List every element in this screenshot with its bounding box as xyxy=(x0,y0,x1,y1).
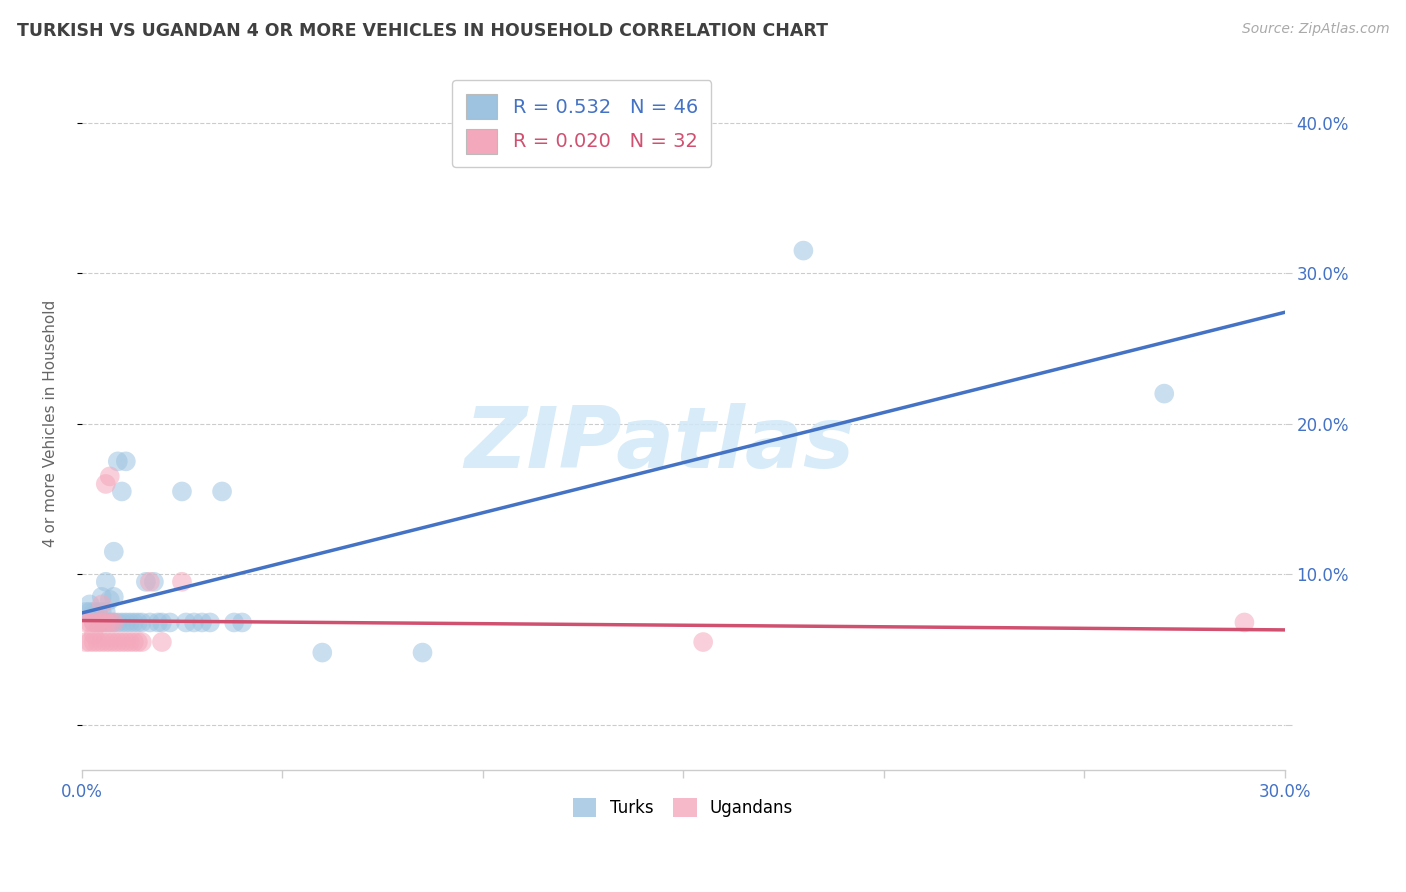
Point xyxy=(79,635,101,649)
Point xyxy=(198,615,221,630)
Point xyxy=(231,615,253,630)
Point xyxy=(211,484,233,499)
Point xyxy=(98,592,121,607)
Point xyxy=(103,615,125,630)
Point xyxy=(79,598,101,612)
Point xyxy=(90,590,112,604)
Point xyxy=(83,635,105,649)
Point xyxy=(94,574,117,589)
Point xyxy=(87,615,110,630)
Point xyxy=(183,615,205,630)
Point xyxy=(90,635,112,649)
Point xyxy=(83,605,105,619)
Point xyxy=(139,574,162,589)
Point xyxy=(94,477,117,491)
Legend: Turks, Ugandans: Turks, Ugandans xyxy=(567,791,800,824)
Point xyxy=(107,635,129,649)
Point xyxy=(75,635,97,649)
Point xyxy=(111,635,134,649)
Text: ZIPatlas: ZIPatlas xyxy=(464,403,855,486)
Point xyxy=(107,615,129,630)
Point xyxy=(98,635,121,649)
Point xyxy=(98,615,121,630)
Point xyxy=(111,615,134,630)
Point xyxy=(150,635,173,649)
Point xyxy=(90,605,112,619)
Point xyxy=(118,615,141,630)
Point xyxy=(114,615,136,630)
Point xyxy=(127,615,149,630)
Point xyxy=(174,615,197,630)
Point xyxy=(83,615,105,630)
Point xyxy=(135,574,157,589)
Point xyxy=(83,627,105,641)
Point xyxy=(98,469,121,483)
Point xyxy=(90,615,112,630)
Point xyxy=(222,615,245,630)
Point xyxy=(114,635,136,649)
Point xyxy=(142,574,165,589)
Point xyxy=(87,615,110,630)
Point xyxy=(150,615,173,630)
Point xyxy=(131,635,153,649)
Point xyxy=(122,615,145,630)
Point xyxy=(75,605,97,619)
Point xyxy=(170,574,193,589)
Text: TURKISH VS UGANDAN 4 OR MORE VEHICLES IN HOUSEHOLD CORRELATION CHART: TURKISH VS UGANDAN 4 OR MORE VEHICLES IN… xyxy=(17,22,828,40)
Text: Source: ZipAtlas.com: Source: ZipAtlas.com xyxy=(1241,22,1389,37)
Point xyxy=(191,615,214,630)
Point xyxy=(98,615,121,630)
Point xyxy=(103,635,125,649)
Point xyxy=(118,635,141,649)
Point xyxy=(114,454,136,468)
Point xyxy=(1153,386,1175,401)
Point xyxy=(87,605,110,619)
Point xyxy=(87,635,110,649)
Point xyxy=(122,635,145,649)
Point xyxy=(127,635,149,649)
Point xyxy=(311,646,333,660)
Point xyxy=(94,605,117,619)
Point xyxy=(103,590,125,604)
Point xyxy=(103,615,125,630)
Point xyxy=(1233,615,1256,630)
Point xyxy=(75,615,97,630)
Point xyxy=(692,635,714,649)
Point xyxy=(159,615,181,630)
Point xyxy=(94,635,117,649)
Point xyxy=(103,544,125,558)
Point xyxy=(170,484,193,499)
Point xyxy=(94,615,117,630)
Point xyxy=(107,454,129,468)
Point xyxy=(792,244,814,258)
Point xyxy=(412,646,434,660)
Point xyxy=(83,615,105,630)
Point xyxy=(111,484,134,499)
Point xyxy=(79,605,101,619)
Point xyxy=(139,615,162,630)
Point xyxy=(79,615,101,630)
Point xyxy=(131,615,153,630)
Point xyxy=(90,598,112,612)
Y-axis label: 4 or more Vehicles in Household: 4 or more Vehicles in Household xyxy=(44,300,58,548)
Point xyxy=(94,615,117,630)
Point xyxy=(146,615,169,630)
Point xyxy=(90,615,112,630)
